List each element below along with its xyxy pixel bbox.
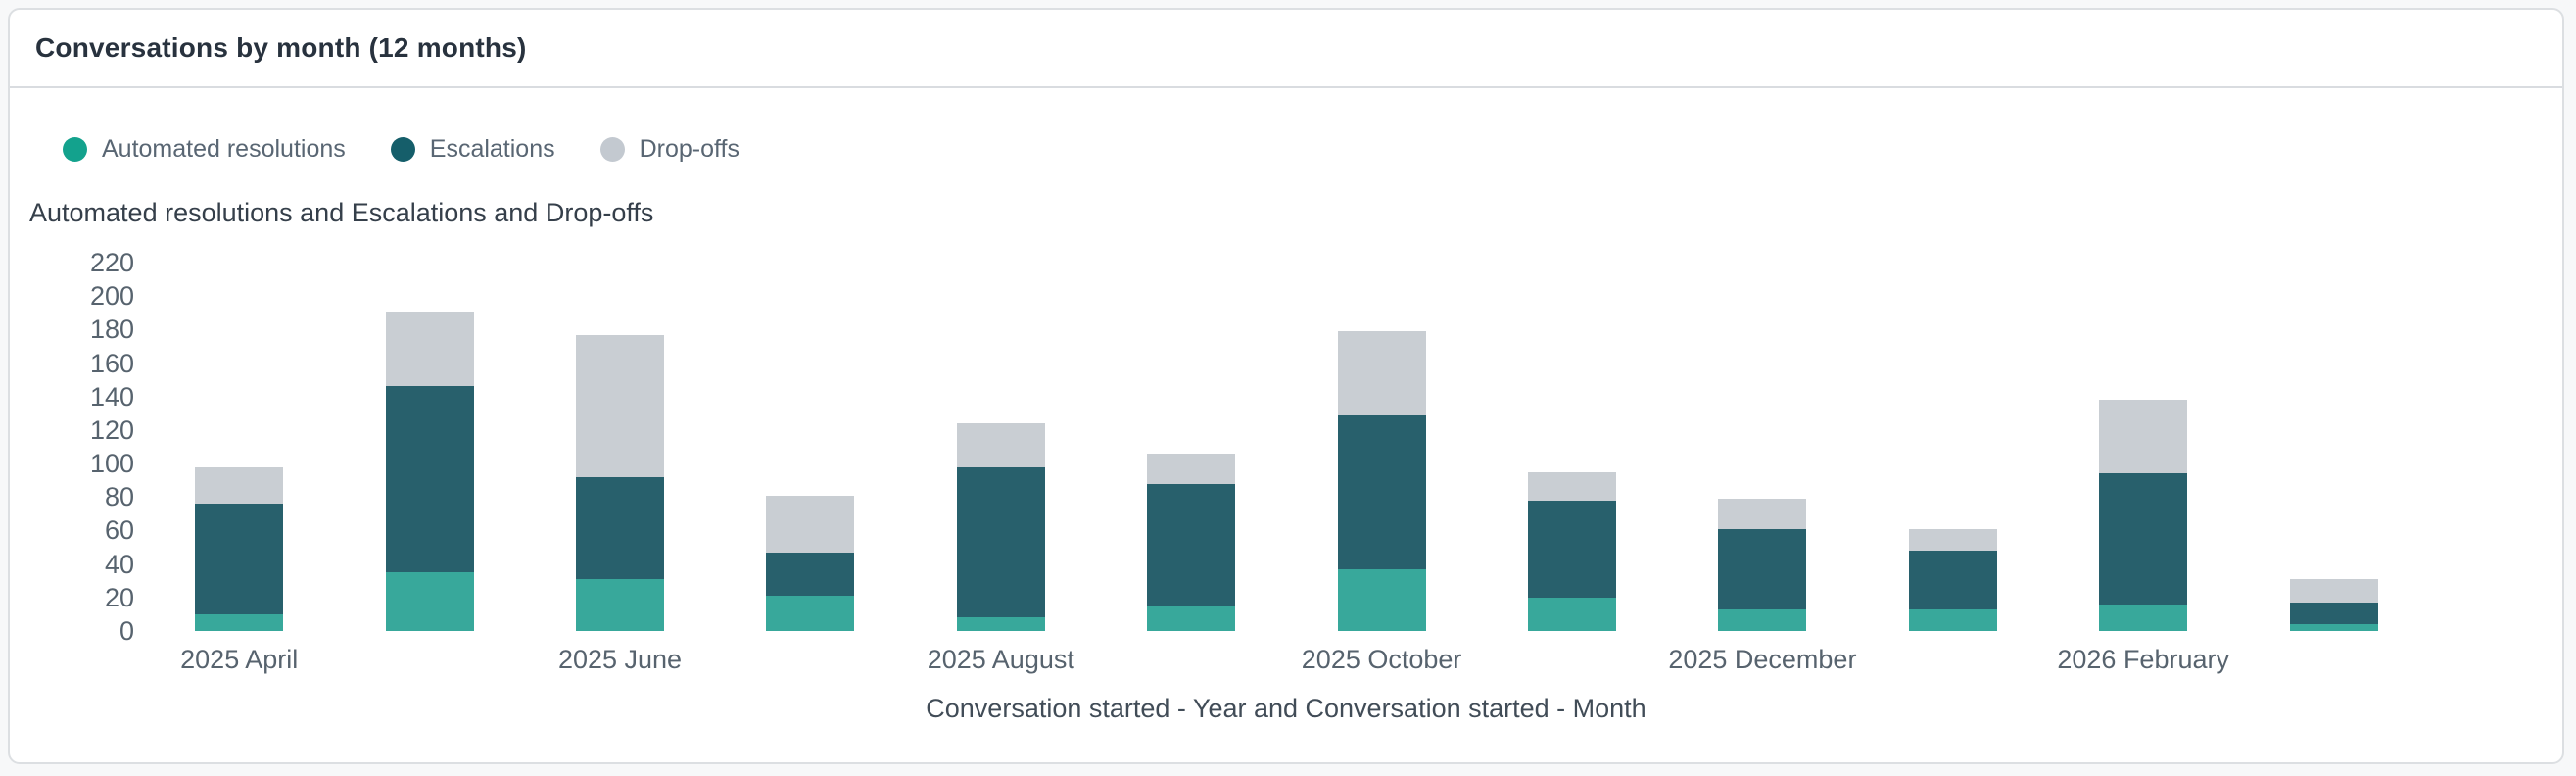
x-tick-label: 2025 April bbox=[180, 645, 299, 674]
legend-label-drop-offs: Drop-offs bbox=[639, 135, 739, 163]
bar-segment-escalations[interactable] bbox=[1147, 483, 1236, 606]
bar-segment-drop-offs[interactable] bbox=[195, 466, 284, 505]
bar-segment-automated-resolutions[interactable] bbox=[766, 596, 855, 631]
x-tick-label: 2025 August bbox=[927, 645, 1074, 674]
y-tick-label: 140 bbox=[89, 381, 134, 412]
bar-segment-escalations[interactable] bbox=[1337, 414, 1426, 569]
x-axis-title: Conversation started - Year and Conversa… bbox=[926, 694, 1646, 723]
bar-segment-escalations[interactable] bbox=[766, 552, 855, 597]
bar-2025-april[interactable] bbox=[195, 466, 284, 631]
bar-segment-drop-offs[interactable] bbox=[766, 495, 855, 553]
y-tick-label: 160 bbox=[89, 348, 134, 378]
conversations-by-month-card: Conversations by month (12 months) Autom… bbox=[8, 8, 2564, 764]
legend-item-escalations[interactable]: Escalations bbox=[390, 135, 555, 164]
bar-2025-december[interactable] bbox=[1718, 499, 1807, 631]
bar-segment-drop-offs[interactable] bbox=[1337, 331, 1426, 415]
bar-segment-drop-offs[interactable] bbox=[1908, 528, 1997, 551]
bar-segment-escalations[interactable] bbox=[1528, 500, 1616, 598]
y-tick-label: 40 bbox=[104, 549, 134, 579]
bar-2026-january[interactable] bbox=[1908, 528, 1997, 631]
bar-segment-automated-resolutions[interactable] bbox=[1718, 608, 1807, 631]
y-tick-label: 120 bbox=[89, 414, 134, 445]
bar-segment-automated-resolutions[interactable] bbox=[1908, 608, 1997, 631]
bar-segment-automated-resolutions[interactable] bbox=[385, 572, 474, 631]
bar-2025-july[interactable] bbox=[766, 495, 855, 631]
card-title: Conversations by month (12 months) bbox=[35, 32, 527, 63]
x-tick-label: 2025 October bbox=[1301, 645, 1462, 674]
legend-dot-escalations-icon bbox=[390, 137, 415, 162]
bar-segment-escalations[interactable] bbox=[1718, 528, 1807, 609]
x-tick-label: 2026 February bbox=[2057, 645, 2229, 674]
bar-segment-automated-resolutions[interactable] bbox=[1147, 606, 1236, 631]
bar-segment-automated-resolutions[interactable] bbox=[956, 617, 1045, 631]
bar-segment-automated-resolutions[interactable] bbox=[2099, 604, 2188, 631]
legend-dot-drop-offs-icon bbox=[599, 137, 625, 162]
bar-2025-november[interactable] bbox=[1528, 471, 1616, 631]
bar-segment-escalations[interactable] bbox=[956, 466, 1045, 618]
x-tick-label: 2025 June bbox=[557, 645, 683, 674]
y-tick-label: 200 bbox=[89, 281, 134, 312]
chart-legend: Automated resolutions Escalations Drop-o… bbox=[63, 135, 739, 164]
bar-segment-drop-offs[interactable] bbox=[956, 423, 1045, 467]
bar-2025-october[interactable] bbox=[1337, 331, 1426, 631]
y-tick-label: 60 bbox=[104, 515, 134, 546]
bar-2025-june[interactable] bbox=[576, 334, 664, 631]
bar-2025-may[interactable] bbox=[385, 311, 474, 631]
bar-segment-drop-offs[interactable] bbox=[2099, 400, 2188, 474]
bar-segment-escalations[interactable] bbox=[195, 504, 284, 614]
legend-label-escalations: Escalations bbox=[429, 135, 555, 163]
card-header: Conversations by month (12 months) bbox=[10, 10, 2562, 88]
bar-segment-drop-offs[interactable] bbox=[385, 311, 474, 387]
bar-segment-automated-resolutions[interactable] bbox=[1528, 597, 1616, 631]
chart-title: Automated resolutions and Escalations an… bbox=[29, 198, 654, 227]
bar-segment-drop-offs[interactable] bbox=[1528, 471, 1616, 501]
legend-item-automated-resolutions[interactable]: Automated resolutions bbox=[63, 135, 346, 164]
bar-segment-escalations[interactable] bbox=[1908, 550, 1997, 609]
bar-segment-automated-resolutions[interactable] bbox=[1337, 568, 1426, 631]
bar-segment-drop-offs[interactable] bbox=[576, 334, 664, 477]
bar-segment-escalations[interactable] bbox=[385, 386, 474, 573]
bar-segment-escalations[interactable] bbox=[2289, 602, 2378, 625]
bar-segment-automated-resolutions[interactable] bbox=[2289, 624, 2378, 631]
legend-item-drop-offs[interactable]: Drop-offs bbox=[599, 135, 739, 164]
y-tick-label: 220 bbox=[89, 248, 134, 277]
bar-segment-drop-offs[interactable] bbox=[1147, 453, 1236, 484]
bar-2025-august[interactable] bbox=[956, 423, 1045, 631]
chart-plot-area: 0 20 40 60 80 100 120 140 160 180 200 220 2025 April… bbox=[10, 10, 2562, 762]
y-tick-label: 0 bbox=[119, 616, 134, 646]
bar-segment-drop-offs[interactable] bbox=[1718, 499, 1807, 529]
bar-segment-escalations[interactable] bbox=[576, 476, 664, 580]
bar-2026-february[interactable] bbox=[2099, 400, 2188, 631]
bar-segment-escalations[interactable] bbox=[2099, 473, 2188, 605]
y-tick-label: 80 bbox=[104, 482, 134, 512]
bar-segment-automated-resolutions[interactable] bbox=[195, 613, 284, 631]
y-tick-label: 180 bbox=[89, 315, 134, 345]
legend-label-automated-resolutions: Automated resolutions bbox=[102, 135, 346, 163]
bar-segment-drop-offs[interactable] bbox=[2289, 579, 2378, 603]
y-tick-label: 20 bbox=[104, 582, 134, 612]
legend-dot-automated-resolutions-icon bbox=[63, 137, 87, 162]
y-tick-label: 100 bbox=[89, 449, 134, 479]
bar-2026-march[interactable] bbox=[2289, 579, 2378, 631]
bar-2025-september[interactable] bbox=[1147, 453, 1236, 631]
x-tick-label: 2025 December bbox=[1668, 645, 1857, 674]
bar-segment-automated-resolutions[interactable] bbox=[576, 579, 664, 631]
